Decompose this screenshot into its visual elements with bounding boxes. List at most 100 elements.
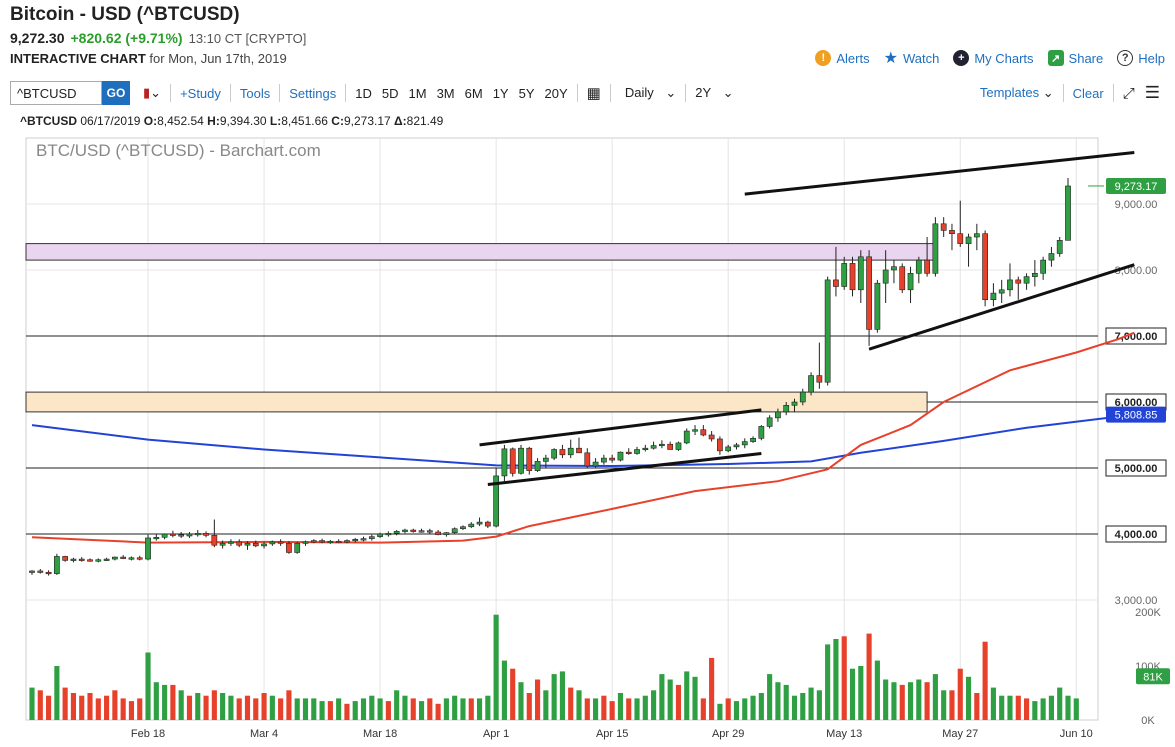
volume-bar <box>1007 695 1013 720</box>
candle-body <box>1023 276 1030 284</box>
volume-bar <box>360 698 367 720</box>
volume-bar <box>70 693 77 720</box>
x-tick-label: Jun 10 <box>1060 728 1093 740</box>
candle-body <box>228 541 234 544</box>
candle-body <box>45 571 52 575</box>
toolbar-divider <box>170 84 172 102</box>
volume-bar <box>709 657 715 720</box>
alerts-link[interactable]: ! Alerts <box>815 48 870 68</box>
candle-body <box>1065 185 1071 241</box>
menu-icon[interactable]: ☰ <box>1144 83 1160 102</box>
templates-button[interactable]: Templates ⌄ <box>975 85 1059 101</box>
volume-bar <box>526 693 532 720</box>
y-level-box <box>1105 327 1167 345</box>
toolbar-divider <box>1062 84 1064 102</box>
ma-blue-box <box>1106 406 1166 423</box>
period-5y[interactable]: 5Y <box>518 85 535 101</box>
volume-bar <box>700 698 706 720</box>
period-1d[interactable]: 1D <box>355 85 372 101</box>
help-icon: ? <box>1117 50 1134 66</box>
volume-bar <box>195 693 201 720</box>
candle-body <box>418 530 425 533</box>
volume-tick-label: 0K <box>1141 715 1155 727</box>
candle-body <box>965 236 972 244</box>
volume-bar <box>385 701 391 720</box>
volume-bar <box>990 687 996 720</box>
volume-bar <box>949 690 955 720</box>
share-label: Share <box>1068 50 1104 66</box>
range-select[interactable]: 2Y ⌄ <box>690 85 738 101</box>
volume-bar <box>278 698 284 720</box>
volume-bar <box>667 679 673 720</box>
x-tick-label: May 13 <box>826 728 862 740</box>
candle-body <box>866 256 872 330</box>
volume-bar <box>750 695 756 720</box>
candle-body <box>874 282 881 330</box>
candle-body <box>194 533 201 536</box>
support-zone-orange <box>25 391 928 413</box>
volume-bar <box>593 698 599 720</box>
chart-title: BTC/USD (^BTCUSD) - Barchart.com <box>36 141 321 160</box>
toolbar-divider <box>345 84 347 102</box>
volume-bar <box>833 639 839 720</box>
top-links: ! Alerts ★ Watch + My Charts ↗ Share ? H… <box>815 48 1165 68</box>
volume-bar <box>170 684 176 720</box>
volume-bar <box>485 695 491 720</box>
tools-button[interactable]: Tools <box>239 85 271 101</box>
candle-body <box>1040 259 1047 274</box>
volume-bar <box>402 695 408 720</box>
volume-bar <box>493 614 499 720</box>
volume-bar <box>54 666 60 720</box>
volume-bar <box>916 679 922 720</box>
toolbar-divider <box>1112 84 1114 102</box>
candle-body <box>377 533 383 537</box>
candle-body <box>360 538 367 541</box>
period-1m[interactable]: 1M <box>408 85 427 101</box>
volume-bar <box>46 695 52 720</box>
calendar-icon[interactable]: ▦ <box>586 85 601 102</box>
period-6m[interactable]: 6M <box>464 85 483 101</box>
candle-body <box>899 266 906 291</box>
ohlc-open: 8,452.54 <box>157 114 204 128</box>
last-price-box <box>1106 177 1166 194</box>
watch-link[interactable]: ★ Watch <box>884 48 940 68</box>
period-1y[interactable]: 1Y <box>492 85 509 101</box>
candle-body <box>319 540 325 543</box>
period-20y[interactable]: 20Y <box>544 85 568 101</box>
volume-bar <box>87 693 93 720</box>
templates-label: Templates <box>979 85 1040 100</box>
help-link[interactable]: ? Help <box>1117 48 1165 68</box>
interval-select[interactable]: Daily ⌄ <box>615 85 681 101</box>
symbol-input[interactable] <box>10 81 102 105</box>
volume-bar <box>1032 701 1038 720</box>
candle-body <box>302 541 309 544</box>
settings-button[interactable]: Settings <box>289 85 337 101</box>
go-button[interactable]: GO <box>102 81 130 105</box>
volume-bar <box>203 695 209 720</box>
price-chart-svg[interactable]: Feb 18 Mar 4 Mar 18 Apr 1 Apr 15 Apr 29 May 13… <box>0 130 1175 742</box>
candle-body <box>642 447 649 451</box>
candle-body <box>120 556 127 559</box>
volume-bar <box>866 633 872 720</box>
candle-body <box>998 289 1005 294</box>
candle-body <box>294 542 301 553</box>
chart-area[interactable]: Feb 18 Mar 4 Mar 18 Apr 1 Apr 15 Apr 29 May 13… <box>0 130 1175 742</box>
volume-bar <box>651 690 657 720</box>
period-3m[interactable]: 3M <box>436 85 455 101</box>
candle-body <box>335 540 342 544</box>
volume-bar <box>186 695 193 720</box>
volume-bar <box>783 684 789 720</box>
study-button[interactable]: +Study <box>180 85 221 101</box>
expand-icon[interactable]: ⤢ <box>1122 84 1135 102</box>
candle-body <box>443 532 450 535</box>
candle-body <box>559 449 566 456</box>
chart-type-button[interactable]: ▮⌄ <box>138 85 166 101</box>
candle-body <box>277 541 284 544</box>
clear-button[interactable]: Clear <box>1072 85 1104 101</box>
candle-body <box>468 523 475 528</box>
share-link[interactable]: ↗ Share <box>1047 48 1104 68</box>
chart-subtitle: INTERACTIVE CHART for Mon, Jun 17th, 201… <box>10 51 287 66</box>
period-5d[interactable]: 5D <box>381 85 399 101</box>
my-charts-link[interactable]: + My Charts <box>953 48 1034 68</box>
ohlc-high: 9,394.30 <box>219 114 267 128</box>
